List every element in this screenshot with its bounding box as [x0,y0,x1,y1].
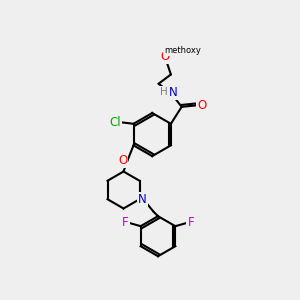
Text: O: O [197,99,206,112]
Text: N: N [169,86,178,99]
Text: methoxy: methoxy [164,46,201,55]
Text: O: O [118,154,128,167]
Text: O: O [161,50,170,63]
Text: F: F [122,216,129,229]
Text: F: F [188,216,194,229]
Text: Cl: Cl [109,116,121,129]
Text: N: N [138,193,147,206]
Text: H: H [160,87,168,97]
